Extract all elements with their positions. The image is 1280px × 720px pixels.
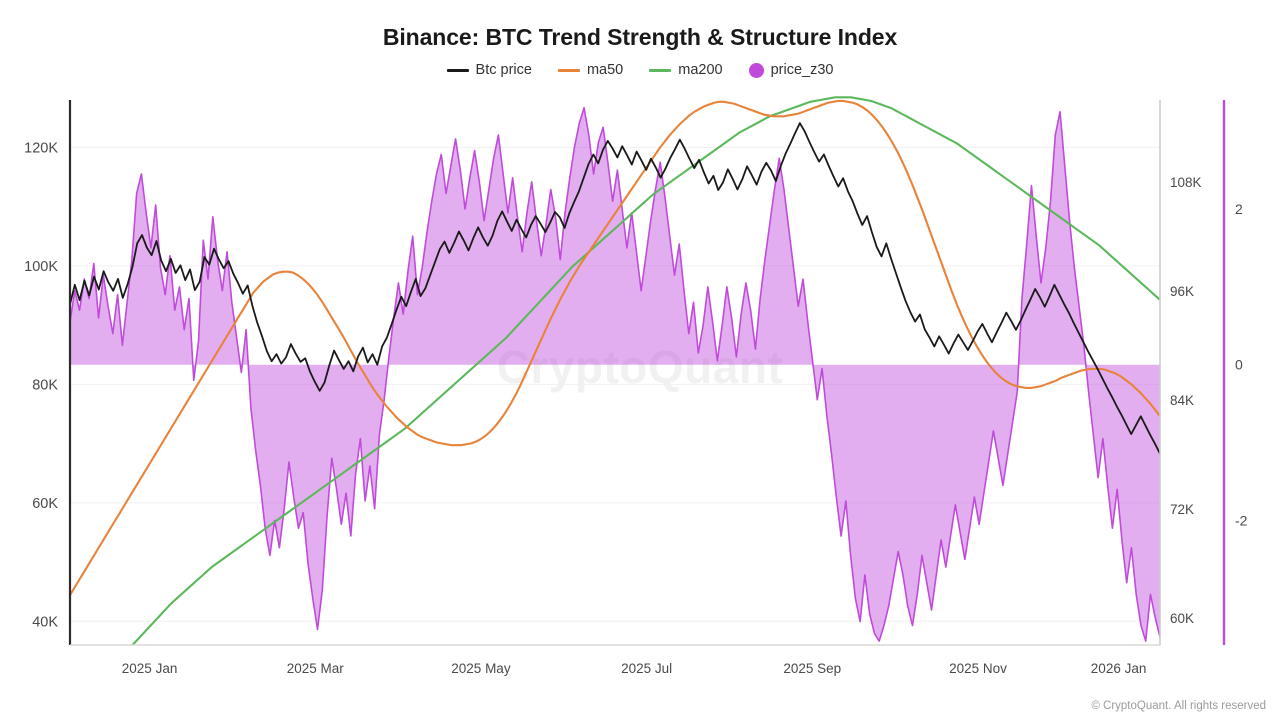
- page-title: Binance: BTC Trend Strength & Structure …: [382, 24, 898, 50]
- x-axis-tick-label: 2025 Jan: [122, 661, 178, 676]
- legend-dot-icon: [748, 62, 764, 78]
- x-axis-tick-label: 2026 Jan: [1091, 661, 1147, 676]
- gridlines: [70, 146, 1160, 622]
- x-axis-tick-label: 2025 Nov: [949, 661, 1007, 676]
- series-line-price-z30: [70, 106, 1160, 642]
- left-axis: 40K 60K 80K 100K 120K: [24, 100, 72, 645]
- legend-item-price-z30[interactable]: price_z30: [748, 62, 834, 78]
- x-axis-tick-label: 2025 Sep: [783, 661, 841, 676]
- legend-item-label: ma50: [586, 62, 624, 78]
- right-price-axis-tick-label: 72K: [1170, 502, 1194, 517]
- x-axis-tick-label: 2025 May: [451, 661, 511, 676]
- chart-legend: Btc price ma50 ma200 price_z30: [0, 62, 1280, 78]
- series-group: [70, 96, 1160, 645]
- right-price-axis-tick-label: 60K: [1170, 611, 1194, 626]
- series-line-btc-price: [70, 122, 1160, 455]
- legend-item-ma200[interactable]: ma200: [649, 62, 723, 78]
- series-line-ma200: [131, 96, 1160, 645]
- left-axis-tick-label: 100K: [24, 259, 58, 275]
- x-axis: 2025 Jan 2025 Mar 2025 May 2025 Jul 2025 Sep…: [70, 644, 1160, 676]
- right-z-axis-tick-label: -2: [1235, 512, 1248, 528]
- right-price-axis-tick-label: 108K: [1170, 175, 1202, 190]
- x-axis-tick-label: 2025 Mar: [287, 661, 345, 676]
- left-axis-tick-label: 60K: [32, 496, 58, 512]
- legend-line-icon: [557, 68, 580, 72]
- legend-item-btc-price[interactable]: Btc price: [446, 62, 532, 78]
- legend-item-label: Btc price: [475, 62, 532, 78]
- left-axis-tick-label: 40K: [32, 614, 58, 630]
- legend-item-label: ma200: [678, 62, 723, 78]
- left-axis-tick-label: 120K: [24, 140, 58, 156]
- legend-item-label: price_z30: [770, 62, 834, 78]
- legend-item-ma50[interactable]: ma50: [557, 62, 624, 78]
- x-axis-tick-label: 2025 Jul: [621, 661, 672, 676]
- series-line-ma50: [70, 99, 1160, 597]
- right-price-axis: 60K 72K 84K 96K 108K: [1159, 100, 1202, 645]
- right-z-axis: -2 0 2: [1222, 100, 1248, 645]
- left-axis-tick-label: 80K: [32, 377, 58, 393]
- right-z-axis-tick-label: 2: [1235, 201, 1243, 217]
- right-price-axis-tick-label: 96K: [1170, 284, 1194, 299]
- right-z-axis-tick-label: 0: [1235, 357, 1243, 373]
- legend-line-icon: [649, 68, 672, 72]
- copyright-notice: © CryptoQuant. All rights reserved: [1091, 700, 1266, 712]
- right-price-axis-tick-label: 84K: [1170, 393, 1194, 408]
- legend-line-icon: [446, 68, 469, 72]
- series-area-price-z30: [70, 107, 1160, 642]
